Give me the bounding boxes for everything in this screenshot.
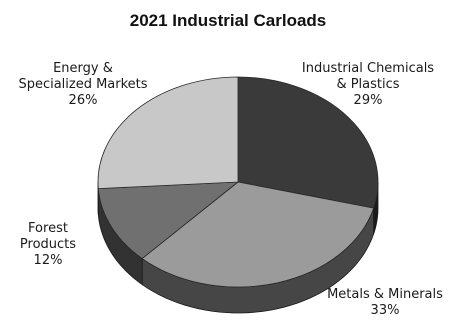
pie-labels: Industrial Chemicals & Plastics 29% Metals … <box>18 61 443 318</box>
chart-title: 2021 Industrial Carloads <box>130 11 327 30</box>
pie-slice-2 <box>141 181 375 288</box>
slice-name-line: Metals & Minerals <box>327 287 443 302</box>
slice-name-line: Specialized Markets <box>18 77 147 92</box>
pie-slice-3 <box>97 181 240 260</box>
pie-slices <box>97 76 379 314</box>
slice-value-label: 26% <box>69 93 98 108</box>
slice-name-line: & Plastics <box>336 77 399 92</box>
slice-value-label: 12% <box>34 253 63 268</box>
pie-slice-4 <box>97 76 239 190</box>
slice-name-line: Energy & <box>53 61 113 76</box>
slice-label-2: Metals & Minerals 33% <box>327 287 443 318</box>
slice-name-line: Industrial Chemicals <box>302 61 434 76</box>
pie-slice-1 <box>237 76 379 209</box>
slice-label-4: Energy & Specialized Markets 26% <box>18 61 147 108</box>
slice-label-1: Industrial Chemicals & Plastics 29% <box>302 61 434 108</box>
slice-name-line: Forest <box>28 221 68 236</box>
slice-value-label: 33% <box>371 303 400 318</box>
slice-label-3: Forest Products 12% <box>20 221 76 268</box>
slice-name-line: Products <box>20 237 76 252</box>
slice-value-label: 29% <box>354 93 383 108</box>
